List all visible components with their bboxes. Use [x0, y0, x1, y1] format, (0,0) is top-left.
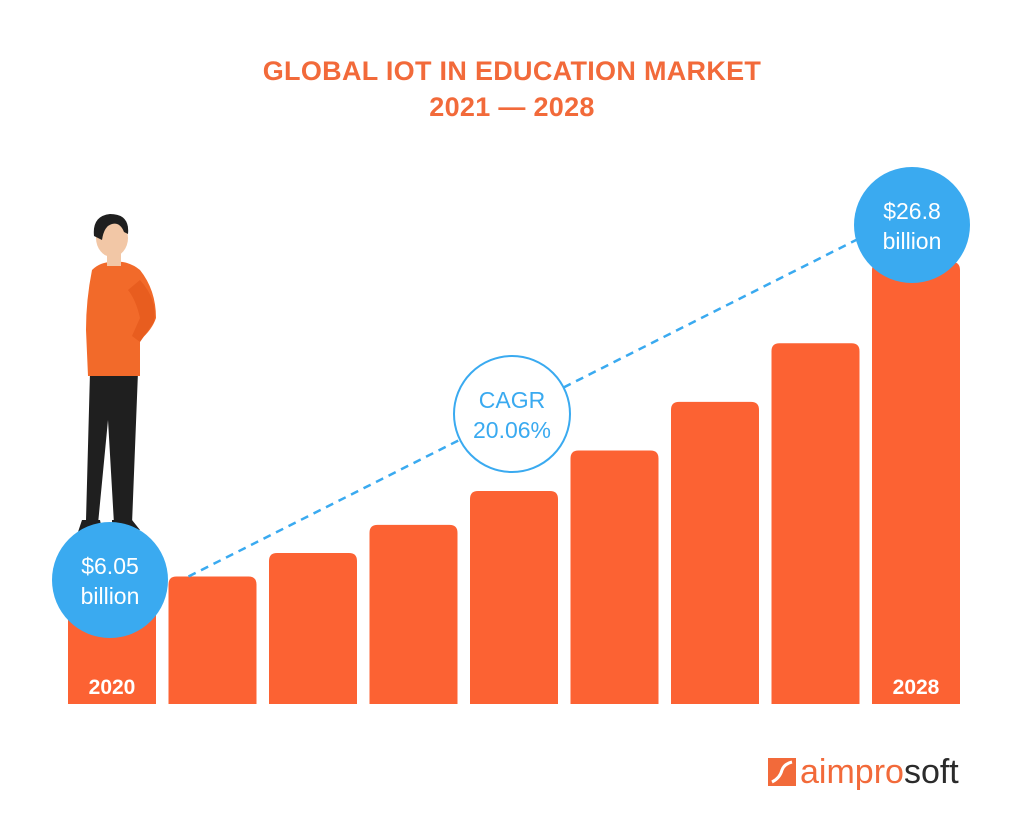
chart-title-line2: 2021 — 2028: [429, 92, 595, 122]
annotation-end-line2: billion: [883, 228, 942, 254]
annotation-cagr-line2: 20.06%: [473, 417, 551, 443]
annotation-end: $26.8 billion: [854, 167, 970, 283]
bar-2027: [771, 343, 860, 704]
aimprosoft-logo: aimprosoft: [768, 752, 959, 792]
annotation-start-line2: billion: [81, 583, 140, 609]
bar-2023: [369, 524, 458, 704]
annotation-end-line1: $26.8: [883, 198, 941, 224]
bar-2028: [872, 262, 960, 704]
annotation-cagr-line1: CAGR: [479, 387, 545, 413]
bar-2024: [470, 491, 558, 704]
standing-person-illustration: [78, 214, 156, 532]
bar-2026: [671, 401, 759, 704]
slash-logo-icon: [768, 758, 796, 786]
bar-2022: [269, 553, 357, 704]
logo-wordmark: aimprosoft: [800, 752, 959, 791]
bar-2021: [168, 576, 257, 704]
year-label-2020: 2020: [89, 676, 136, 699]
chart-title-line1: GLOBAL IOT IN EDUCATION MARKET: [262, 56, 762, 86]
annotation-cagr: CAGR 20.06%: [453, 355, 571, 473]
bar-2025: [570, 450, 659, 704]
year-label-2028: 2028: [893, 676, 940, 699]
annotation-start: $6.05 billion: [52, 522, 168, 638]
annotation-start-line1: $6.05: [81, 553, 139, 579]
